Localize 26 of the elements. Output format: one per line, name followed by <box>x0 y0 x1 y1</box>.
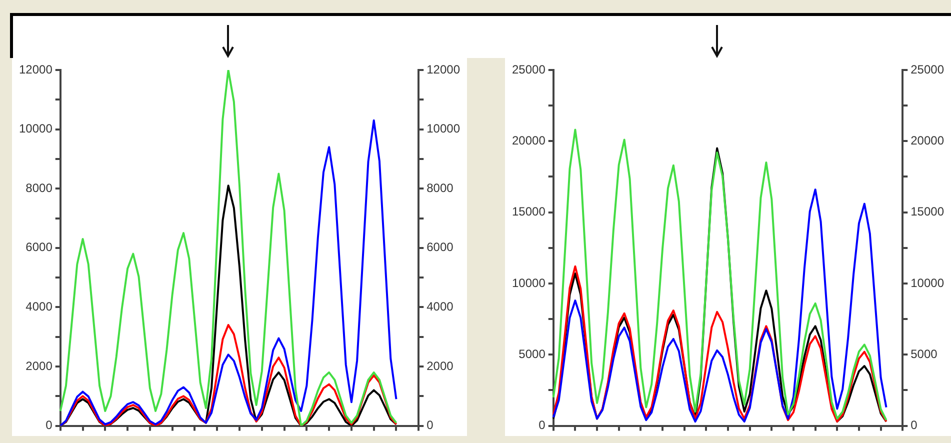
y-tick-label: 10000 <box>18 122 53 136</box>
y-tick-label: 5000 <box>518 346 546 361</box>
y2-tick-label: 2000 <box>426 358 454 373</box>
y-tick-label: 4000 <box>26 300 53 314</box>
y2-tick-label: 5000 <box>910 346 938 361</box>
y-tick-label: 20000 <box>512 133 546 148</box>
y-tick-label: 12000 <box>18 62 53 76</box>
y2-tick-label: 12000 <box>426 62 460 76</box>
y2-tick-label: 0 <box>910 418 918 432</box>
y-tick-label: 6000 <box>26 240 53 254</box>
y-tick-label: 25000 <box>512 62 546 76</box>
y-tick-label: 2000 <box>26 358 53 373</box>
y2-tick-label: 8000 <box>426 180 454 195</box>
y2-tick-label: 25000 <box>910 62 944 76</box>
y-tick-label: 0 <box>46 418 53 432</box>
y2-tick-label: 6000 <box>426 240 454 254</box>
y2-tick-label: 10000 <box>910 276 944 290</box>
y2-tick-label: 20000 <box>910 133 944 148</box>
y-tick-label: 0 <box>538 418 546 432</box>
y2-tick-label: 4000 <box>426 300 454 314</box>
y-tick-label: 10000 <box>512 276 546 290</box>
y2-tick-label: 10000 <box>426 122 460 136</box>
y2-tick-label: 15000 <box>910 204 944 219</box>
y-tick-label: 15000 <box>512 204 546 219</box>
y2-tick-label: 0 <box>426 418 434 432</box>
y-tick-label: 8000 <box>26 180 53 195</box>
